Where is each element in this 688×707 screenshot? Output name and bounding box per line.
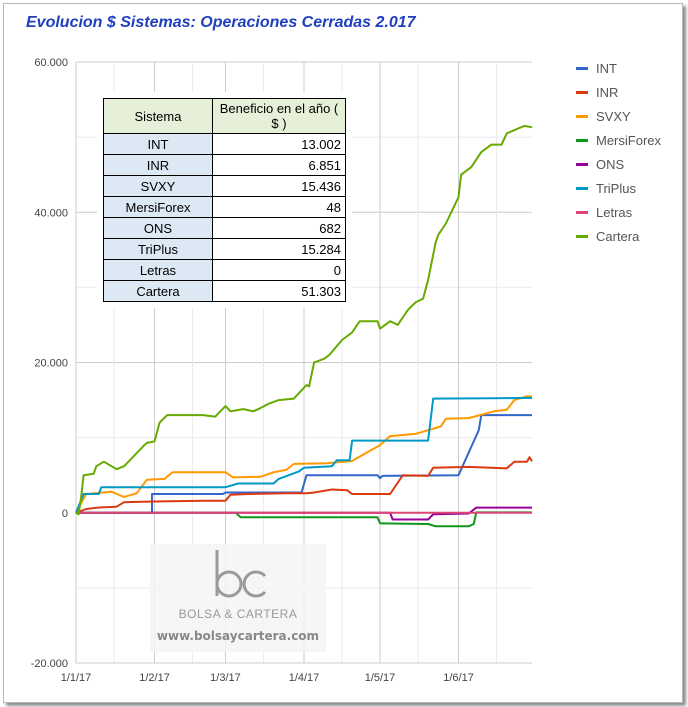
x-tick-label: 1/2/17 bbox=[139, 672, 170, 684]
legend-item-svxy: SVXY bbox=[576, 104, 661, 128]
legend-swatch bbox=[576, 138, 588, 142]
legend-swatch bbox=[576, 234, 588, 238]
table-cell-beneficio: 15.284 bbox=[212, 238, 346, 260]
table-cell-beneficio: 0 bbox=[212, 259, 346, 281]
summary-table-header-row: Sistema Beneficio en el año ( $ ) bbox=[103, 98, 346, 134]
series-lines bbox=[75, 124, 533, 528]
legend-item-inr: INR bbox=[576, 80, 661, 104]
watermark-url: www.bolsaycartera.com bbox=[156, 629, 320, 643]
x-tick-label: 1/5/17 bbox=[365, 672, 396, 684]
table-cell-sistema: MersiForex bbox=[103, 196, 213, 218]
x-tick-label: 1/4/17 bbox=[289, 672, 320, 684]
table-cell-sistema: SVXY bbox=[103, 175, 213, 197]
header-beneficio: Beneficio en el año ( $ ) bbox=[212, 98, 346, 134]
series-line-triplus bbox=[75, 396, 533, 514]
legend: INT INR SVXY MersiForex ONS TriPlus Letras Cart… bbox=[576, 56, 661, 248]
y-tick-label: 20.000 bbox=[34, 358, 68, 370]
legend-swatch bbox=[576, 210, 588, 214]
table-cell-sistema: TriPlus bbox=[103, 238, 213, 260]
table-row: Letras 0 bbox=[103, 259, 346, 281]
legend-item-mersiforex: MersiForex bbox=[576, 128, 661, 152]
table-row: INR 6.851 bbox=[103, 154, 346, 176]
legend-label: Letras bbox=[596, 204, 633, 220]
series-line-svxy bbox=[75, 395, 533, 514]
legend-item-int: INT bbox=[576, 56, 661, 80]
table-row: SVXY 15.436 bbox=[103, 175, 346, 197]
table-cell-sistema: INR bbox=[103, 154, 213, 176]
legend-label: INR bbox=[596, 84, 619, 100]
x-tick-label: 1/6/17 bbox=[443, 672, 474, 684]
bolsa-cartera-logo-icon bbox=[215, 550, 267, 598]
chart-container: Evolucion $ Sistemas: Operaciones Cerrad… bbox=[3, 3, 683, 703]
series-line-ons bbox=[76, 506, 532, 521]
table-row: Cartera 51.303 bbox=[103, 280, 346, 302]
table-cell-sistema: ONS bbox=[103, 217, 213, 239]
series-line-int bbox=[76, 414, 532, 514]
table-row: INT 13.002 bbox=[103, 133, 346, 155]
x-tick-label: 1/3/17 bbox=[210, 672, 241, 684]
y-axis: 60.000 40.000 20.000 0 -20.000 bbox=[31, 57, 68, 670]
legend-item-triplus: TriPlus bbox=[576, 176, 661, 200]
table-row: MersiForex 48 bbox=[103, 196, 346, 218]
legend-label: INT bbox=[596, 60, 617, 76]
legend-label: Cartera bbox=[596, 228, 640, 244]
legend-item-ons: ONS bbox=[576, 152, 661, 176]
table-row: TriPlus 15.284 bbox=[103, 238, 346, 260]
table-cell-beneficio: 6.851 bbox=[212, 154, 346, 176]
summary-table-box: Sistema Beneficio en el año ( $ ) INT 13.… bbox=[97, 92, 352, 308]
legend-swatch bbox=[576, 186, 588, 190]
y-tick-label: 60.000 bbox=[34, 57, 68, 69]
series-line-mersiforex bbox=[76, 511, 532, 528]
legend-swatch bbox=[576, 66, 588, 70]
x-tick-label: 1/1/17 bbox=[61, 672, 92, 684]
series-line-inr bbox=[75, 456, 533, 514]
legend-label: TriPlus bbox=[596, 180, 636, 196]
chart-title: Evolucion $ Sistemas: Operaciones Cerrad… bbox=[26, 14, 416, 31]
table-cell-beneficio: 51.303 bbox=[212, 280, 346, 302]
legend-label: ONS bbox=[596, 156, 625, 172]
y-tick-label: 0 bbox=[62, 508, 68, 520]
legend-swatch bbox=[576, 90, 588, 94]
header-sistema: Sistema bbox=[103, 98, 213, 134]
series-line-cartera bbox=[75, 124, 533, 516]
table-cell-beneficio: 682 bbox=[212, 217, 346, 239]
legend-item-cartera: Cartera bbox=[576, 224, 661, 248]
table-cell-sistema: Cartera bbox=[103, 280, 213, 302]
y-tick-label: -20.000 bbox=[31, 658, 68, 670]
table-cell-sistema: Letras bbox=[103, 259, 213, 281]
watermark: BOLSA & CARTERA www.bolsaycartera.com bbox=[150, 544, 326, 652]
legend-swatch bbox=[576, 114, 588, 118]
table-cell-beneficio: 15.436 bbox=[212, 175, 346, 197]
legend-item-letras: Letras bbox=[576, 200, 661, 224]
summary-table: Sistema Beneficio en el año ( $ ) INT 13.… bbox=[103, 98, 346, 302]
table-cell-beneficio: 13.002 bbox=[212, 133, 346, 155]
table-cell-beneficio: 48 bbox=[212, 196, 346, 218]
watermark-name: BOLSA & CARTERA bbox=[178, 607, 298, 621]
legend-label: MersiForex bbox=[596, 132, 662, 148]
table-row: ONS 682 bbox=[103, 217, 346, 239]
y-tick-label: 40.000 bbox=[34, 207, 68, 219]
legend-swatch bbox=[576, 162, 588, 166]
table-cell-sistema: INT bbox=[103, 133, 213, 155]
x-axis: 1/1/17 1/2/17 1/3/17 1/4/17 1/5/17 1/6/17 bbox=[61, 672, 474, 684]
legend-label: SVXY bbox=[596, 108, 631, 124]
